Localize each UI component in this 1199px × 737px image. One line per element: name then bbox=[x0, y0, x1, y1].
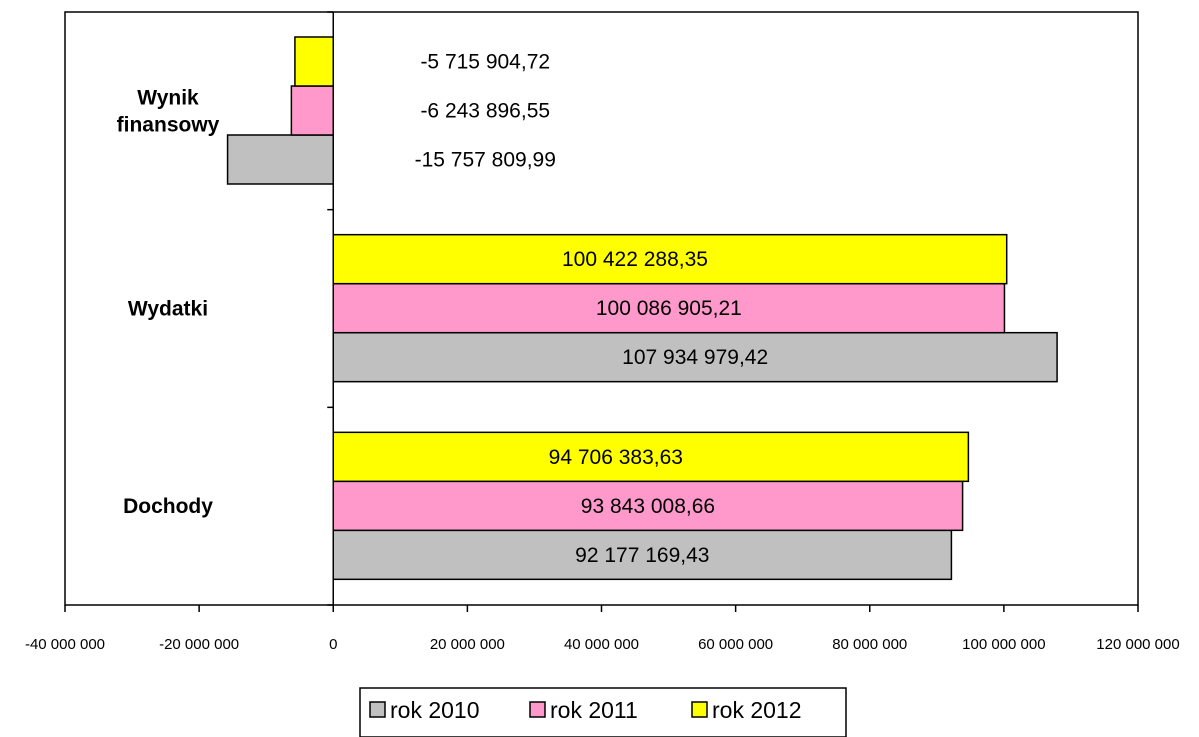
data-label-wynik-finansowy-rok-2011: -6 243 896,55 bbox=[420, 100, 550, 123]
legend-box bbox=[359, 687, 847, 737]
category-label-dochody: Dochody bbox=[123, 495, 213, 518]
legend-label-rok-2012: rok 2012 bbox=[712, 697, 802, 723]
x-tick-label: 100 000 000 bbox=[962, 636, 1045, 653]
bar-dochody-rok-2010 bbox=[332, 529, 953, 581]
data-label-dochody-rok-2012: 94 706 383,63 bbox=[549, 446, 683, 469]
x-tick-label: -40 000 000 bbox=[25, 636, 105, 653]
category-label-wydatki: Wydatki bbox=[128, 298, 208, 321]
data-label-wydatki-rok-2012: 100 422 288,35 bbox=[562, 248, 708, 271]
legend-swatch-rok-2011 bbox=[529, 701, 546, 718]
x-tick-label: 20 000 000 bbox=[430, 636, 505, 653]
legend-swatch-rok-2010 bbox=[369, 701, 386, 718]
axes-group bbox=[64, 11, 1139, 612]
bar-dochody-rok-2012 bbox=[332, 431, 970, 483]
data-label-wynik-finansowy-rok-2010: -15 757 809,99 bbox=[415, 149, 556, 172]
data-label-wydatki-rok-2010: 107 934 979,42 bbox=[622, 346, 768, 369]
labels-group: 92 177 169,43 93 843 008,66 94 706 383,63 D… bbox=[25, 51, 1180, 654]
category-label-wynik-finansowy: Wynik finansowy bbox=[117, 86, 220, 136]
legend-label-rok-2011: rok 2011 bbox=[550, 697, 638, 723]
bar-wynik-finansowy-rok-2011 bbox=[290, 85, 334, 136]
x-tick-label: 0 bbox=[329, 636, 337, 653]
data-label-dochody-rok-2011: 93 843 008,66 bbox=[581, 495, 715, 518]
data-label-wydatki-rok-2011: 100 086 905,21 bbox=[596, 297, 742, 320]
x-tick-label: 120 000 000 bbox=[1096, 636, 1179, 653]
x-tick-label: 60 000 000 bbox=[698, 636, 773, 653]
x-tick-label: -20 000 000 bbox=[159, 636, 239, 653]
x-tick-label: 80 000 000 bbox=[832, 636, 907, 653]
bar-wynik-finansowy-rok-2012 bbox=[294, 36, 335, 87]
bars-group bbox=[226, 36, 1058, 581]
x-tick-label: 40 000 000 bbox=[564, 636, 639, 653]
legend-label-rok-2010: rok 2010 bbox=[390, 697, 480, 723]
data-label-dochody-rok-2010: 92 177 169,43 bbox=[575, 544, 709, 567]
data-label-wynik-finansowy-rok-2012: -5 715 904,72 bbox=[420, 51, 550, 74]
legend-swatch-rok-2012 bbox=[691, 701, 708, 718]
legend: rok 2010 rok 2011 rok 2012 bbox=[359, 687, 847, 737]
bar-wynik-finansowy-rok-2010 bbox=[226, 134, 334, 185]
bar-wydatki-rok-2012 bbox=[332, 233, 1008, 285]
bar-wydatki-rok-2010 bbox=[332, 331, 1058, 383]
